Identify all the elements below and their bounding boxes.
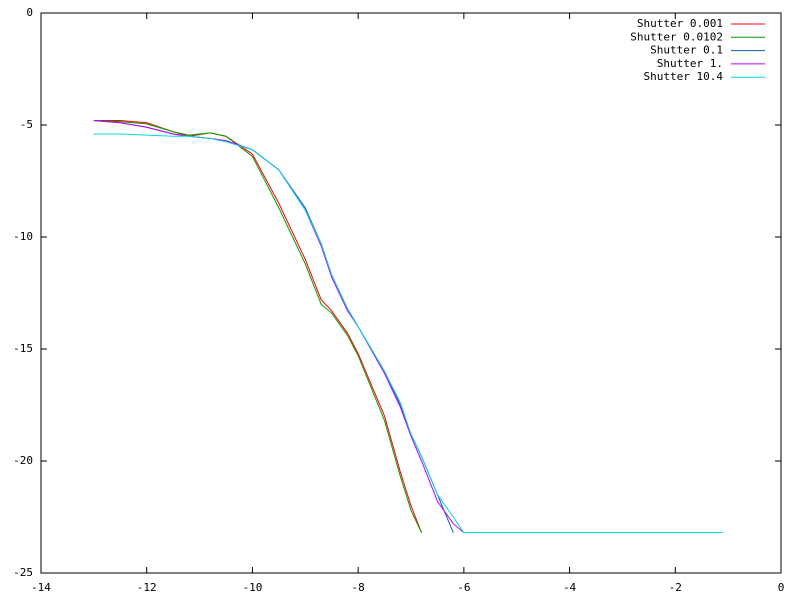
y-tick-label: -10 — [13, 230, 33, 243]
plot-frame — [40, 12, 782, 574]
x-tick-label: -10 — [242, 581, 262, 594]
x-tick-label: -2 — [669, 581, 682, 594]
x-tick-label: -4 — [563, 581, 577, 594]
y-tick-label: -20 — [13, 454, 33, 467]
y-tick-label: 0 — [26, 6, 33, 19]
data-line — [93, 120, 423, 533]
legend-label: Shutter 0.1 — [650, 44, 723, 57]
data-line — [93, 120, 423, 533]
y-tick-label: -15 — [13, 342, 33, 355]
legend-label: Shutter 1. — [657, 57, 723, 70]
data-line — [93, 120, 454, 533]
legend-label: Shutter 0.001 — [637, 17, 723, 30]
x-tick-label: -6 — [457, 581, 470, 594]
x-tick-label: -12 — [137, 581, 157, 594]
y-tick-label: -25 — [13, 566, 33, 579]
x-tick-label: -8 — [352, 581, 365, 594]
data-line — [93, 133, 723, 534]
legend-label: Shutter 10.4 — [644, 70, 724, 83]
x-tick-label: -14 — [31, 581, 51, 594]
x-tick-label: 0 — [778, 581, 785, 594]
y-tick-label: -5 — [20, 118, 33, 131]
data-line — [93, 120, 465, 534]
legend-label: Shutter 0.0102 — [630, 30, 723, 43]
